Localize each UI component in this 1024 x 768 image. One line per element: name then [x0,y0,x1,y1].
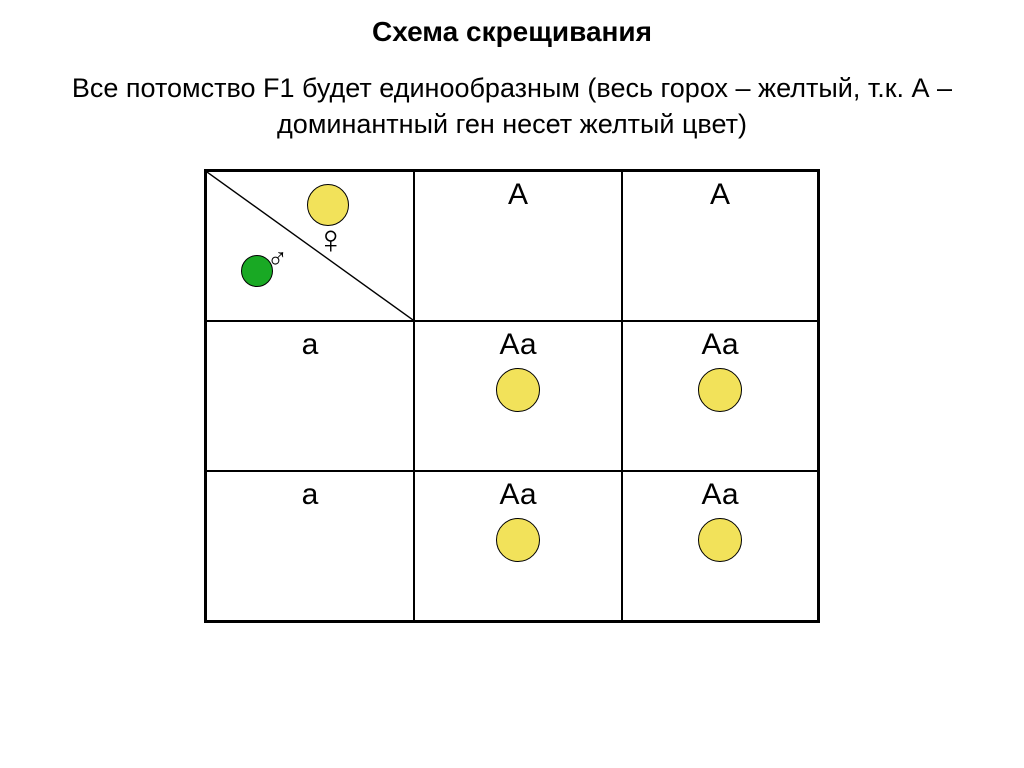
column-header-label: А [508,178,528,212]
offspring-pea-icon [698,518,742,562]
genotype-label: Аа [499,478,536,512]
page-title: Схема скрещивания [372,16,652,48]
offspring-pea-icon [496,518,540,562]
offspring-cell: Аа [414,321,622,471]
page-subtitle: Все потомство F1 будет единообразным (ве… [32,70,992,143]
offspring-pea-icon [496,368,540,412]
offspring-stack: Аа [698,328,742,412]
male-symbol-icon: ♂ [267,245,288,273]
column-header-label: А [710,178,730,212]
row-header: а [206,471,414,621]
punnett-corner-cell: ♀♂ [206,171,414,321]
offspring-stack: Аа [496,328,540,412]
offspring-stack: Аа [698,478,742,562]
genotype-label: Аа [701,478,738,512]
row-header-label: а [302,328,319,362]
genotype-label: Аа [499,328,536,362]
page: Схема скрещивания Все потомство F1 будет… [0,0,1024,768]
row-header: а [206,321,414,471]
offspring-cell: Аа [622,471,818,621]
corner-layer: ♀♂ [207,172,413,320]
female-symbol-icon: ♀ [316,220,346,260]
row-header-label: а [302,478,319,512]
genotype-label: Аа [701,328,738,362]
offspring-pea-icon [698,368,742,412]
column-header: А [414,171,622,321]
offspring-stack: Аа [496,478,540,562]
column-header: А [622,171,818,321]
offspring-cell: Аа [622,321,818,471]
offspring-cell: Аа [414,471,622,621]
punnett-square: ♀♂ААаАаАааАаАа [204,169,820,623]
